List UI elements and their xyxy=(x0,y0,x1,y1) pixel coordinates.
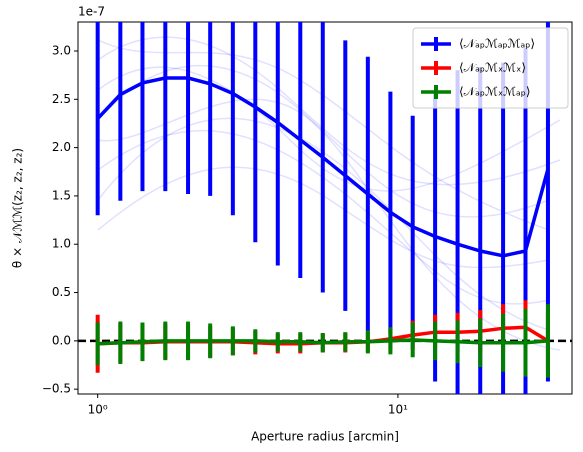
y-tick-label: 1.0 xyxy=(52,237,71,251)
x-tick-label: 10¹ xyxy=(388,403,408,417)
x-tick-label: 10⁰ xyxy=(88,403,108,417)
legend-label: ⟨𝒩ₐₚℳₓℳₐₚ⟩ xyxy=(459,85,531,99)
y-axis-label: θ × 𝒩ℳℳ(z₂, z₂, z₂) xyxy=(11,148,25,268)
legend-label: ⟨𝒩ₐₚℳₓℳₓ⟩ xyxy=(459,61,526,75)
y-tick-label: 0.0 xyxy=(52,333,71,347)
legend-box xyxy=(412,27,569,109)
y-tick-label: 2.0 xyxy=(52,140,71,154)
legend-label: ⟨𝒩ₐₚℳₐₚℳₐₚ⟩ xyxy=(459,37,535,51)
plot-area xyxy=(78,22,572,394)
y-tick-label: 0.5 xyxy=(52,285,71,299)
y-tick-label: 2.5 xyxy=(52,92,71,106)
x-axis-label: Aperture radius [arcmin] xyxy=(251,430,399,444)
y-offset: 1e-7 xyxy=(78,5,105,19)
series-line xyxy=(97,338,549,346)
axes-frame xyxy=(77,21,573,395)
y-tick-label: −0.5 xyxy=(42,382,71,396)
series-line xyxy=(96,76,550,258)
y-tick-label: 3.0 xyxy=(52,43,71,57)
y-tick-label: 1.5 xyxy=(52,188,71,202)
